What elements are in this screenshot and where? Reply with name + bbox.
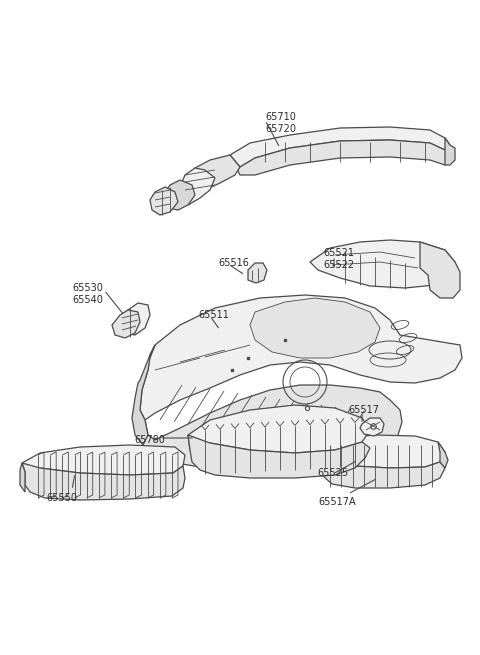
Text: 65710
65720: 65710 65720 [265, 112, 296, 134]
Polygon shape [140, 385, 402, 467]
Text: 65525: 65525 [317, 468, 348, 478]
Polygon shape [190, 155, 240, 195]
Polygon shape [22, 445, 185, 475]
Polygon shape [360, 418, 384, 436]
Text: 65517: 65517 [348, 405, 379, 415]
Polygon shape [188, 435, 370, 478]
Polygon shape [230, 127, 450, 167]
Polygon shape [22, 463, 185, 500]
Polygon shape [230, 140, 450, 175]
Text: 65550: 65550 [46, 493, 77, 503]
Polygon shape [20, 463, 25, 492]
Text: 65780: 65780 [134, 435, 165, 445]
Text: 65530
65540: 65530 65540 [72, 283, 103, 305]
Polygon shape [318, 455, 445, 488]
Polygon shape [188, 405, 370, 453]
Polygon shape [180, 168, 215, 205]
Polygon shape [420, 242, 460, 298]
Polygon shape [318, 435, 445, 468]
Polygon shape [140, 295, 462, 420]
Polygon shape [248, 263, 267, 283]
Text: 65516: 65516 [218, 258, 249, 268]
Polygon shape [112, 310, 140, 338]
Text: 65521
65522: 65521 65522 [323, 248, 354, 270]
Polygon shape [132, 345, 155, 445]
Text: 65511: 65511 [198, 310, 229, 320]
Polygon shape [250, 298, 380, 358]
Polygon shape [150, 187, 178, 215]
Polygon shape [310, 240, 455, 288]
Polygon shape [438, 442, 448, 468]
Text: 65517A: 65517A [318, 497, 356, 507]
Polygon shape [445, 138, 455, 165]
Polygon shape [120, 303, 150, 335]
Polygon shape [163, 180, 195, 210]
